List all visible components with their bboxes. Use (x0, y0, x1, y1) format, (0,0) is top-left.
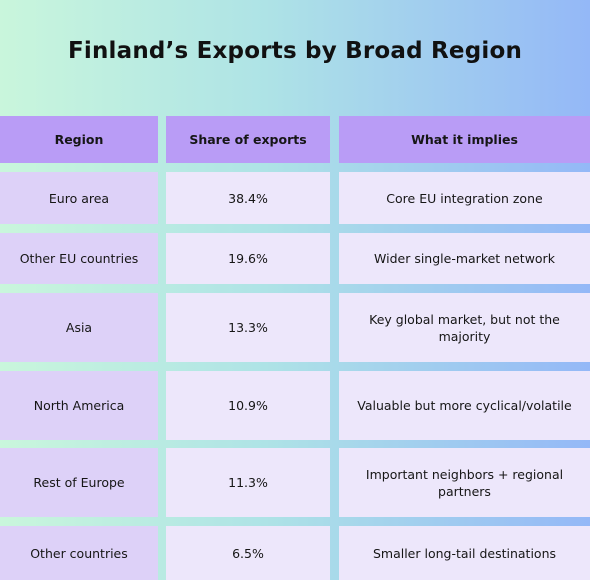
table-cell: North America (0, 371, 158, 440)
table-cell: Other countries (0, 526, 158, 580)
table-cell: Other EU countries (0, 233, 158, 284)
header-cell: What it implies (339, 116, 590, 163)
table-cell: Core EU integration zone (339, 172, 590, 224)
table-cell: Euro area (0, 172, 158, 224)
table-cell: 38.4% (166, 172, 330, 224)
table-cell: Valuable but more cyclical/volatile (339, 371, 590, 440)
table-cell: 11.3% (166, 448, 330, 517)
table-cell: Wider single-market network (339, 233, 590, 284)
header-cell: Region (0, 116, 158, 163)
table-cell: Important neighbors + regional partners (339, 448, 590, 517)
table-cell: Key global market, but not the majority (339, 293, 590, 362)
table-cell: Asia (0, 293, 158, 362)
table-cell: Rest of Europe (0, 448, 158, 517)
title: Finland’s Exports by Broad Region (67, 38, 523, 64)
table-cell: 6.5% (166, 526, 330, 580)
header-cell: Share of exports (166, 116, 330, 163)
table-cell: 10.9% (166, 371, 330, 440)
table-cell: 13.3% (166, 293, 330, 362)
table-cell: 19.6% (166, 233, 330, 284)
table-cell: Smaller long-tail destinations (339, 526, 590, 580)
